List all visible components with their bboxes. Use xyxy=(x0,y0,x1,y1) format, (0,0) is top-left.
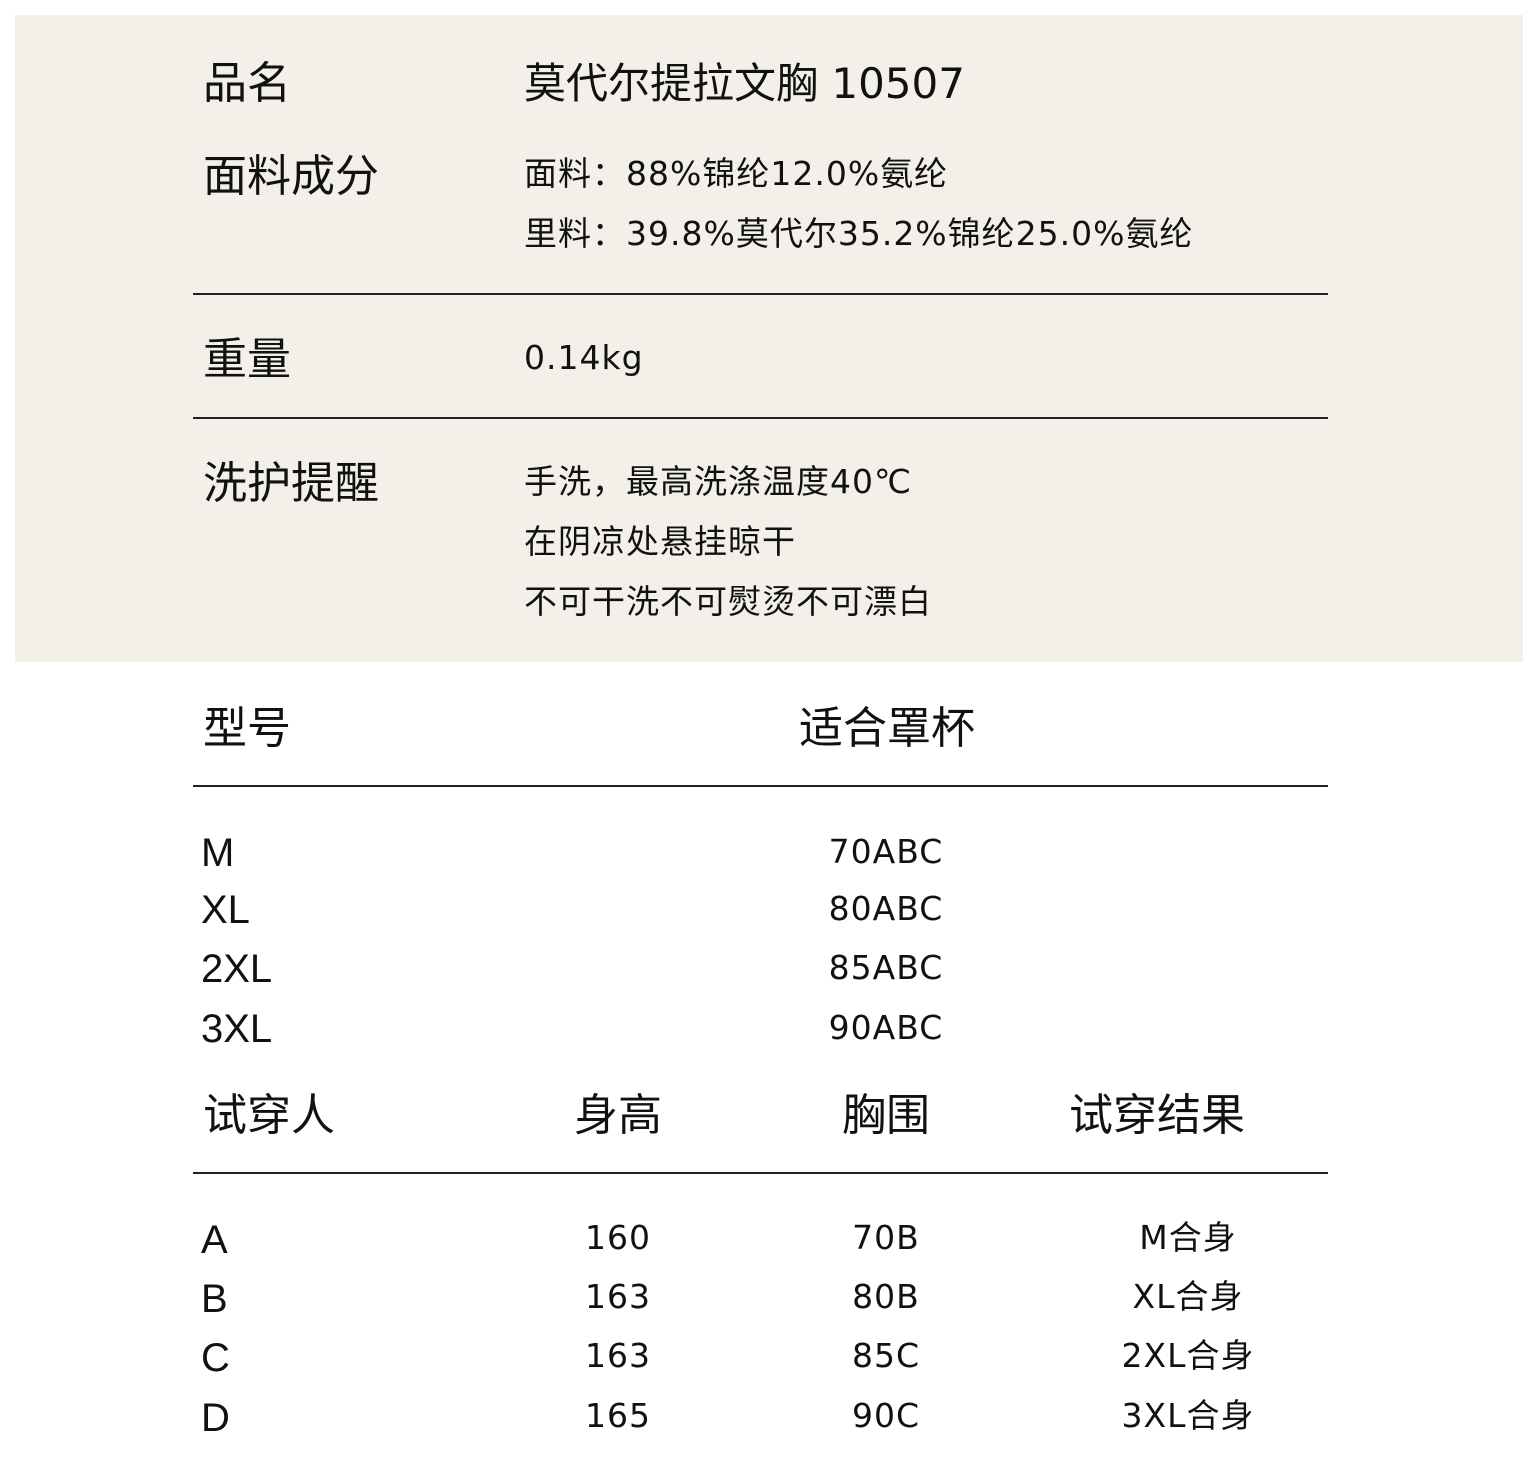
tester-name: A xyxy=(201,1218,228,1262)
result-value: XL合身 xyxy=(1132,1277,1244,1316)
weight-value: 0.14kg xyxy=(524,338,644,377)
tester-name: C xyxy=(201,1336,230,1380)
fabric-line: 里料：39.8%莫代尔35.2%锦纶25.0%氨纶 xyxy=(524,214,1194,253)
tester-header: 试穿人 xyxy=(203,1090,335,1141)
height-value: 163 xyxy=(585,1336,651,1375)
height-header: 身高 xyxy=(574,1090,662,1141)
cup-value: 85ABC xyxy=(828,948,944,987)
size-header: 型号 xyxy=(203,703,291,754)
cup-value: 70ABC xyxy=(828,832,944,871)
result-value: 3XL合身 xyxy=(1121,1396,1255,1435)
height-value: 160 xyxy=(585,1218,651,1257)
cup-header: 适合罩杯 xyxy=(799,703,975,754)
height-value: 163 xyxy=(585,1277,651,1316)
chest-value: 70B xyxy=(852,1218,920,1257)
tester-name: D xyxy=(201,1396,230,1440)
care-line: 不可干洗不可熨烫不可漂白 xyxy=(524,582,932,621)
divider xyxy=(193,785,1328,787)
weight-label: 重量 xyxy=(203,334,291,385)
chest-value: 90C xyxy=(851,1396,921,1435)
chest-value: 80B xyxy=(852,1277,920,1316)
name-value: 莫代尔提拉文胸 10507 xyxy=(524,59,965,108)
chest-value: 85C xyxy=(851,1336,921,1375)
result-header: 试穿结果 xyxy=(1069,1090,1245,1141)
divider xyxy=(193,417,1328,419)
cup-value: 80ABC xyxy=(828,889,944,928)
fabric-label: 面料成分 xyxy=(203,151,379,202)
care-label: 洗护提醒 xyxy=(203,458,379,509)
height-value: 165 xyxy=(585,1396,651,1435)
result-value: 2XL合身 xyxy=(1121,1336,1255,1375)
tester-name: B xyxy=(201,1277,228,1321)
care-line: 在阴凉处悬挂晾干 xyxy=(524,522,796,561)
size-name: XL xyxy=(201,888,250,932)
size-name: 2XL xyxy=(201,947,273,991)
spec-panel xyxy=(15,15,1523,662)
care-line: 手洗，最高洗涤温度40℃ xyxy=(524,462,913,501)
name-label: 品名 xyxy=(203,58,291,109)
chest-header: 胸围 xyxy=(842,1090,930,1141)
result-value: M合身 xyxy=(1139,1218,1237,1257)
cup-value: 90ABC xyxy=(828,1008,944,1047)
fabric-line: 面料：88%锦纶12.0%氨纶 xyxy=(524,154,949,193)
size-name: M xyxy=(201,831,235,875)
size-name: 3XL xyxy=(201,1007,273,1051)
divider xyxy=(193,293,1328,295)
divider xyxy=(193,1172,1328,1174)
